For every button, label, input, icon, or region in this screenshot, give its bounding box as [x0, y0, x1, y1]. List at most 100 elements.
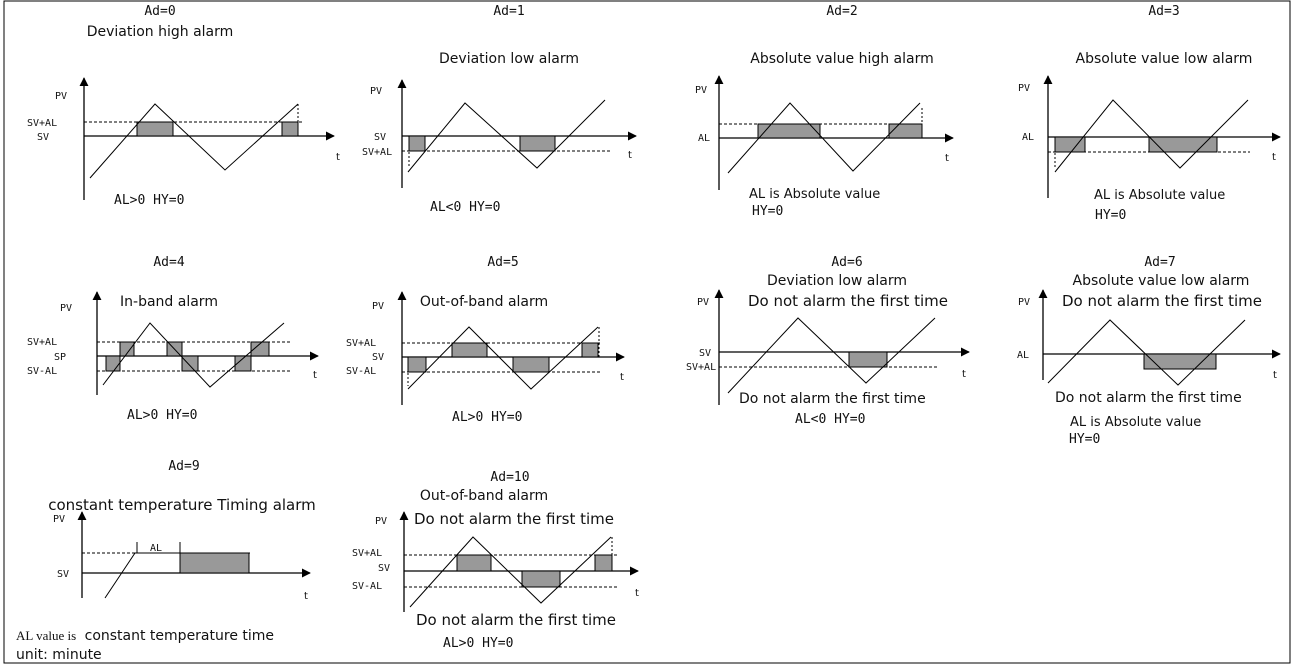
level-label-sv: SV [372, 352, 384, 363]
panel-note: HY=0 [1069, 432, 1100, 447]
panel-title: Deviation low alarm [767, 273, 907, 289]
alarm-region [451, 342, 488, 358]
t-label: t [635, 588, 639, 599]
level-label-al: AL [698, 133, 710, 144]
alarm-region [234, 355, 252, 372]
pv-label: PV [1018, 83, 1030, 94]
panel-title: Absolute value low alarm [1073, 273, 1250, 289]
panel-ad9: Ad=9 constant temperature Timing alarm P… [16, 459, 316, 663]
pv-trace [407, 99, 606, 173]
panel-code: Ad=6 [831, 255, 862, 270]
panel-note: Do not alarm the first time [739, 391, 926, 407]
alarm-region [594, 554, 613, 572]
panel-code: Ad=9 [168, 459, 199, 474]
pv-label: PV [372, 301, 384, 312]
t-label: t [304, 591, 308, 602]
panel-note: AL value is constant temperature time [16, 628, 274, 644]
note-prefix: AL value is [16, 628, 76, 643]
alarm-region [512, 356, 550, 373]
alarm-region [408, 135, 426, 152]
alarm-region [281, 121, 299, 137]
pv-trace [727, 317, 936, 394]
alarm-region [521, 570, 561, 588]
t-label: t [962, 369, 966, 380]
panel-note: AL<0 HY=0 [430, 200, 500, 215]
level-label-sv: SV [37, 132, 49, 143]
panel-ad4: Ad=4 In-band alarm PV SV+AL SP SV-AL t A… [27, 255, 319, 423]
panel-subtitle: Do not alarm the first time [414, 510, 614, 528]
panel-title: Out-of-band alarm [420, 488, 548, 504]
alarm-region [1148, 136, 1218, 153]
panel-title: In-band alarm [120, 294, 218, 310]
panel-ad0: Ad=0 Deviation high alarm PV SV+AL SV t … [27, 4, 340, 208]
interval-label: AL [150, 543, 162, 554]
pv-trace [89, 103, 299, 179]
level-label-sv-al: SV+AL [346, 338, 376, 349]
level-label-sv-al: SV-AL [27, 366, 57, 377]
panel-note: HY=0 [1095, 208, 1126, 223]
pv-label: PV [370, 86, 382, 97]
panel-code: Ad=1 [493, 4, 524, 19]
panel-code: Ad=10 [490, 470, 529, 485]
panel-title: Deviation low alarm [439, 51, 579, 67]
pv-label: PV [1018, 297, 1030, 308]
panel-subtitle: Do not alarm the first time [748, 292, 948, 310]
panel-note: AL>0 HY=0 [452, 410, 522, 425]
level-label-sp: SP [54, 352, 66, 363]
alarm-region [136, 121, 174, 137]
pv-trace [102, 322, 285, 388]
pv-label: PV [55, 91, 67, 102]
alarm-region [105, 355, 121, 372]
alarm-region [407, 356, 427, 373]
panel-code: Ad=0 [144, 4, 175, 19]
alarm-region [848, 351, 888, 368]
panel-ad5: Ad=5 Out-of-band alarm PV SV+AL SV SV-AL… [346, 255, 625, 425]
pv-trace [1047, 319, 1246, 386]
panel-note: AL is Absolute value [749, 187, 880, 202]
panel-subtitle: Do not alarm the first time [1062, 292, 1262, 310]
level-label-sv: SV [699, 348, 711, 359]
panel-title: constant temperature Timing alarm [48, 496, 316, 514]
t-label: t [628, 150, 632, 161]
panel-title: Absolute value low alarm [1076, 51, 1253, 67]
panel-code: Ad=7 [1144, 255, 1175, 270]
panel-code: Ad=3 [1148, 4, 1179, 19]
alarm-region [250, 341, 270, 357]
panel-note: Do not alarm the first time [1055, 390, 1242, 406]
t-label: t [313, 370, 317, 381]
panel-note: HY=0 [752, 204, 783, 219]
level-label-sv-al: SV+AL [352, 548, 382, 559]
alarm-region [757, 123, 821, 139]
t-label: t [620, 372, 624, 383]
pv-label: PV [695, 85, 707, 96]
panel-ad10: Ad=10 Out-of-band alarm Do not alarm the… [352, 470, 639, 651]
panel-note: AL>0 HY=0 [443, 636, 513, 651]
alarm-region [888, 123, 923, 139]
pv-trace [409, 536, 612, 608]
panel-note: AL>0 HY=0 [114, 193, 184, 208]
panel-ad3: Ad=3 Absolute value low alarm PV AL t AL… [1018, 4, 1281, 223]
note-suffix: constant temperature time [85, 628, 274, 644]
panel-code: Ad=2 [826, 4, 857, 19]
pv-label: PV [375, 516, 387, 527]
panel-note: AL is Absolute value [1094, 188, 1225, 203]
panel-title: Out-of-band alarm [420, 294, 548, 310]
pv-label: PV [53, 514, 65, 525]
alarm-region [179, 552, 250, 574]
outer-border [3, 0, 1291, 664]
alarm-region [1054, 136, 1086, 153]
alarm-region [519, 135, 556, 152]
pv-trace [407, 326, 599, 390]
level-label-sv-al: SV-AL [346, 366, 376, 377]
level-label-sv-al: SV+AL [362, 147, 392, 158]
panel-code: Ad=5 [487, 255, 518, 270]
panel-title: Absolute value high alarm [750, 51, 934, 67]
alarm-region [581, 342, 599, 358]
level-label-sv-al: SV+AL [686, 362, 716, 373]
panel-ad7: Ad=7 Absolute value low alarm Do not ala… [1017, 255, 1281, 447]
alarm-region [119, 341, 135, 357]
panel-ad2: Ad=2 Absolute value high alarm PV AL t A… [695, 4, 954, 219]
t-label: t [1273, 370, 1277, 381]
panel-code: Ad=4 [153, 255, 184, 270]
